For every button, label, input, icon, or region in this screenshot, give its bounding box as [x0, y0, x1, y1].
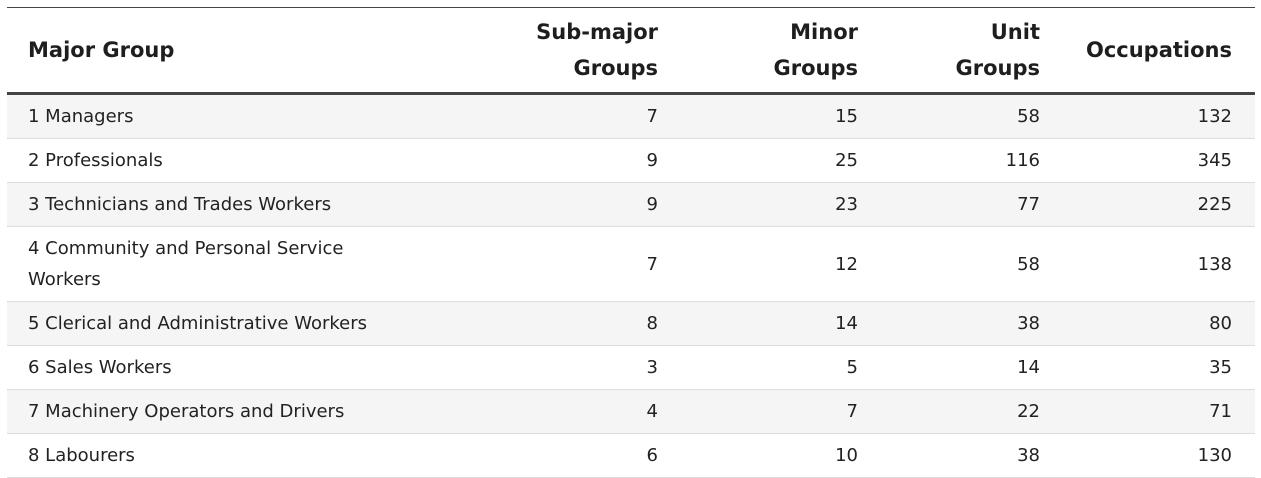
cell-unit-groups: 116 — [881, 138, 1063, 183]
cell-occupations: 132 — [1063, 93, 1255, 139]
cell-major-group: 8 Labourers — [7, 433, 437, 478]
cell-major-group: 2 Professionals — [7, 138, 437, 183]
cell-sub-major-groups: 7 — [437, 226, 681, 302]
cell-occupations: 345 — [1063, 138, 1255, 183]
cell-major-group: 3 Technicians and Trades Workers — [7, 182, 437, 227]
cell-major-group: 1 Managers — [7, 93, 437, 139]
cell-minor-groups: 23 — [681, 182, 881, 227]
table-row: 7 Machinery Operators and Drivers 4 7 22… — [7, 389, 1255, 434]
cell-major-group: 6 Sales Workers — [7, 345, 437, 390]
table-row: 6 Sales Workers 3 5 14 35 — [7, 345, 1255, 390]
cell-sub-major-groups: 9 — [437, 138, 681, 183]
header-unit-groups: Unit Groups — [881, 8, 1063, 94]
cell-unit-groups: 14 — [881, 345, 1063, 390]
cell-minor-groups: 7 — [681, 389, 881, 434]
table-row: 5 Clerical and Administrative Workers 8 … — [7, 301, 1255, 346]
cell-occupations: 130 — [1063, 433, 1255, 478]
table-row: 8 Labourers 6 10 38 130 — [7, 433, 1255, 478]
header-minor-groups: Minor Groups — [681, 8, 881, 94]
header-row: Major Group Sub-major Groups Minor Group… — [7, 7, 1255, 94]
cell-minor-groups: 15 — [681, 93, 881, 139]
cell-sub-major-groups: 6 — [437, 433, 681, 478]
table-row: 4 Community and Personal Service Workers… — [7, 226, 1255, 302]
cell-unit-groups: 22 — [881, 389, 1063, 434]
cell-unit-groups: 38 — [881, 433, 1063, 478]
table-body: 1 Managers 7 15 58 132 2 Professionals 9… — [7, 93, 1255, 478]
cell-sub-major-groups: 9 — [437, 182, 681, 227]
header-major-group: Major Group — [28, 38, 175, 62]
header-sub-major-groups: Sub-major Groups — [437, 8, 681, 94]
cell-occupations: 35 — [1063, 345, 1255, 390]
cell-sub-major-groups: 8 — [437, 301, 681, 346]
cell-major-group: 5 Clerical and Administrative Workers — [7, 301, 437, 346]
table-row: 3 Technicians and Trades Workers 9 23 77… — [7, 182, 1255, 227]
cell-major-group: 4 Community and Personal Service Workers — [7, 226, 437, 302]
cell-unit-groups: 77 — [881, 182, 1063, 227]
cell-sub-major-groups: 4 — [437, 389, 681, 434]
header-minor-groups-line-2: Groups — [773, 56, 858, 80]
cell-unit-groups: 38 — [881, 301, 1063, 346]
header-sub-major-groups-line-2: Groups — [573, 56, 658, 80]
cell-unit-groups: 58 — [881, 226, 1063, 302]
header-sub-major-groups-line-1: Sub-major — [536, 20, 658, 44]
header-occupations: Occupations — [1085, 38, 1232, 62]
cell-occupations: 225 — [1063, 182, 1255, 227]
header-minor-groups-line-1: Minor — [790, 20, 858, 44]
table-row: 2 Professionals 9 25 116 345 — [7, 138, 1255, 183]
occupation-groups-table: Major Group Sub-major Groups Minor Group… — [7, 7, 1255, 478]
cell-minor-groups: 25 — [681, 138, 881, 183]
header-unit-groups-line-2: Groups — [955, 56, 1040, 80]
cell-sub-major-groups: 3 — [437, 345, 681, 390]
occupation-groups-table-container: Major Group Sub-major Groups Minor Group… — [7, 7, 1255, 478]
cell-occupations: 71 — [1063, 389, 1255, 434]
cell-unit-groups: 58 — [881, 93, 1063, 139]
cell-minor-groups: 5 — [681, 345, 881, 390]
cell-minor-groups: 10 — [681, 433, 881, 478]
cell-minor-groups: 14 — [681, 301, 881, 346]
table-header: Major Group Sub-major Groups Minor Group… — [7, 7, 1255, 94]
table-row: 1 Managers 7 15 58 132 — [7, 93, 1255, 139]
cell-occupations: 138 — [1063, 226, 1255, 302]
cell-occupations: 80 — [1063, 301, 1255, 346]
cell-sub-major-groups: 7 — [437, 93, 681, 139]
cell-minor-groups: 12 — [681, 226, 881, 302]
header-unit-groups-line-1: Unit — [990, 20, 1040, 44]
cell-major-group: 7 Machinery Operators and Drivers — [7, 389, 437, 434]
